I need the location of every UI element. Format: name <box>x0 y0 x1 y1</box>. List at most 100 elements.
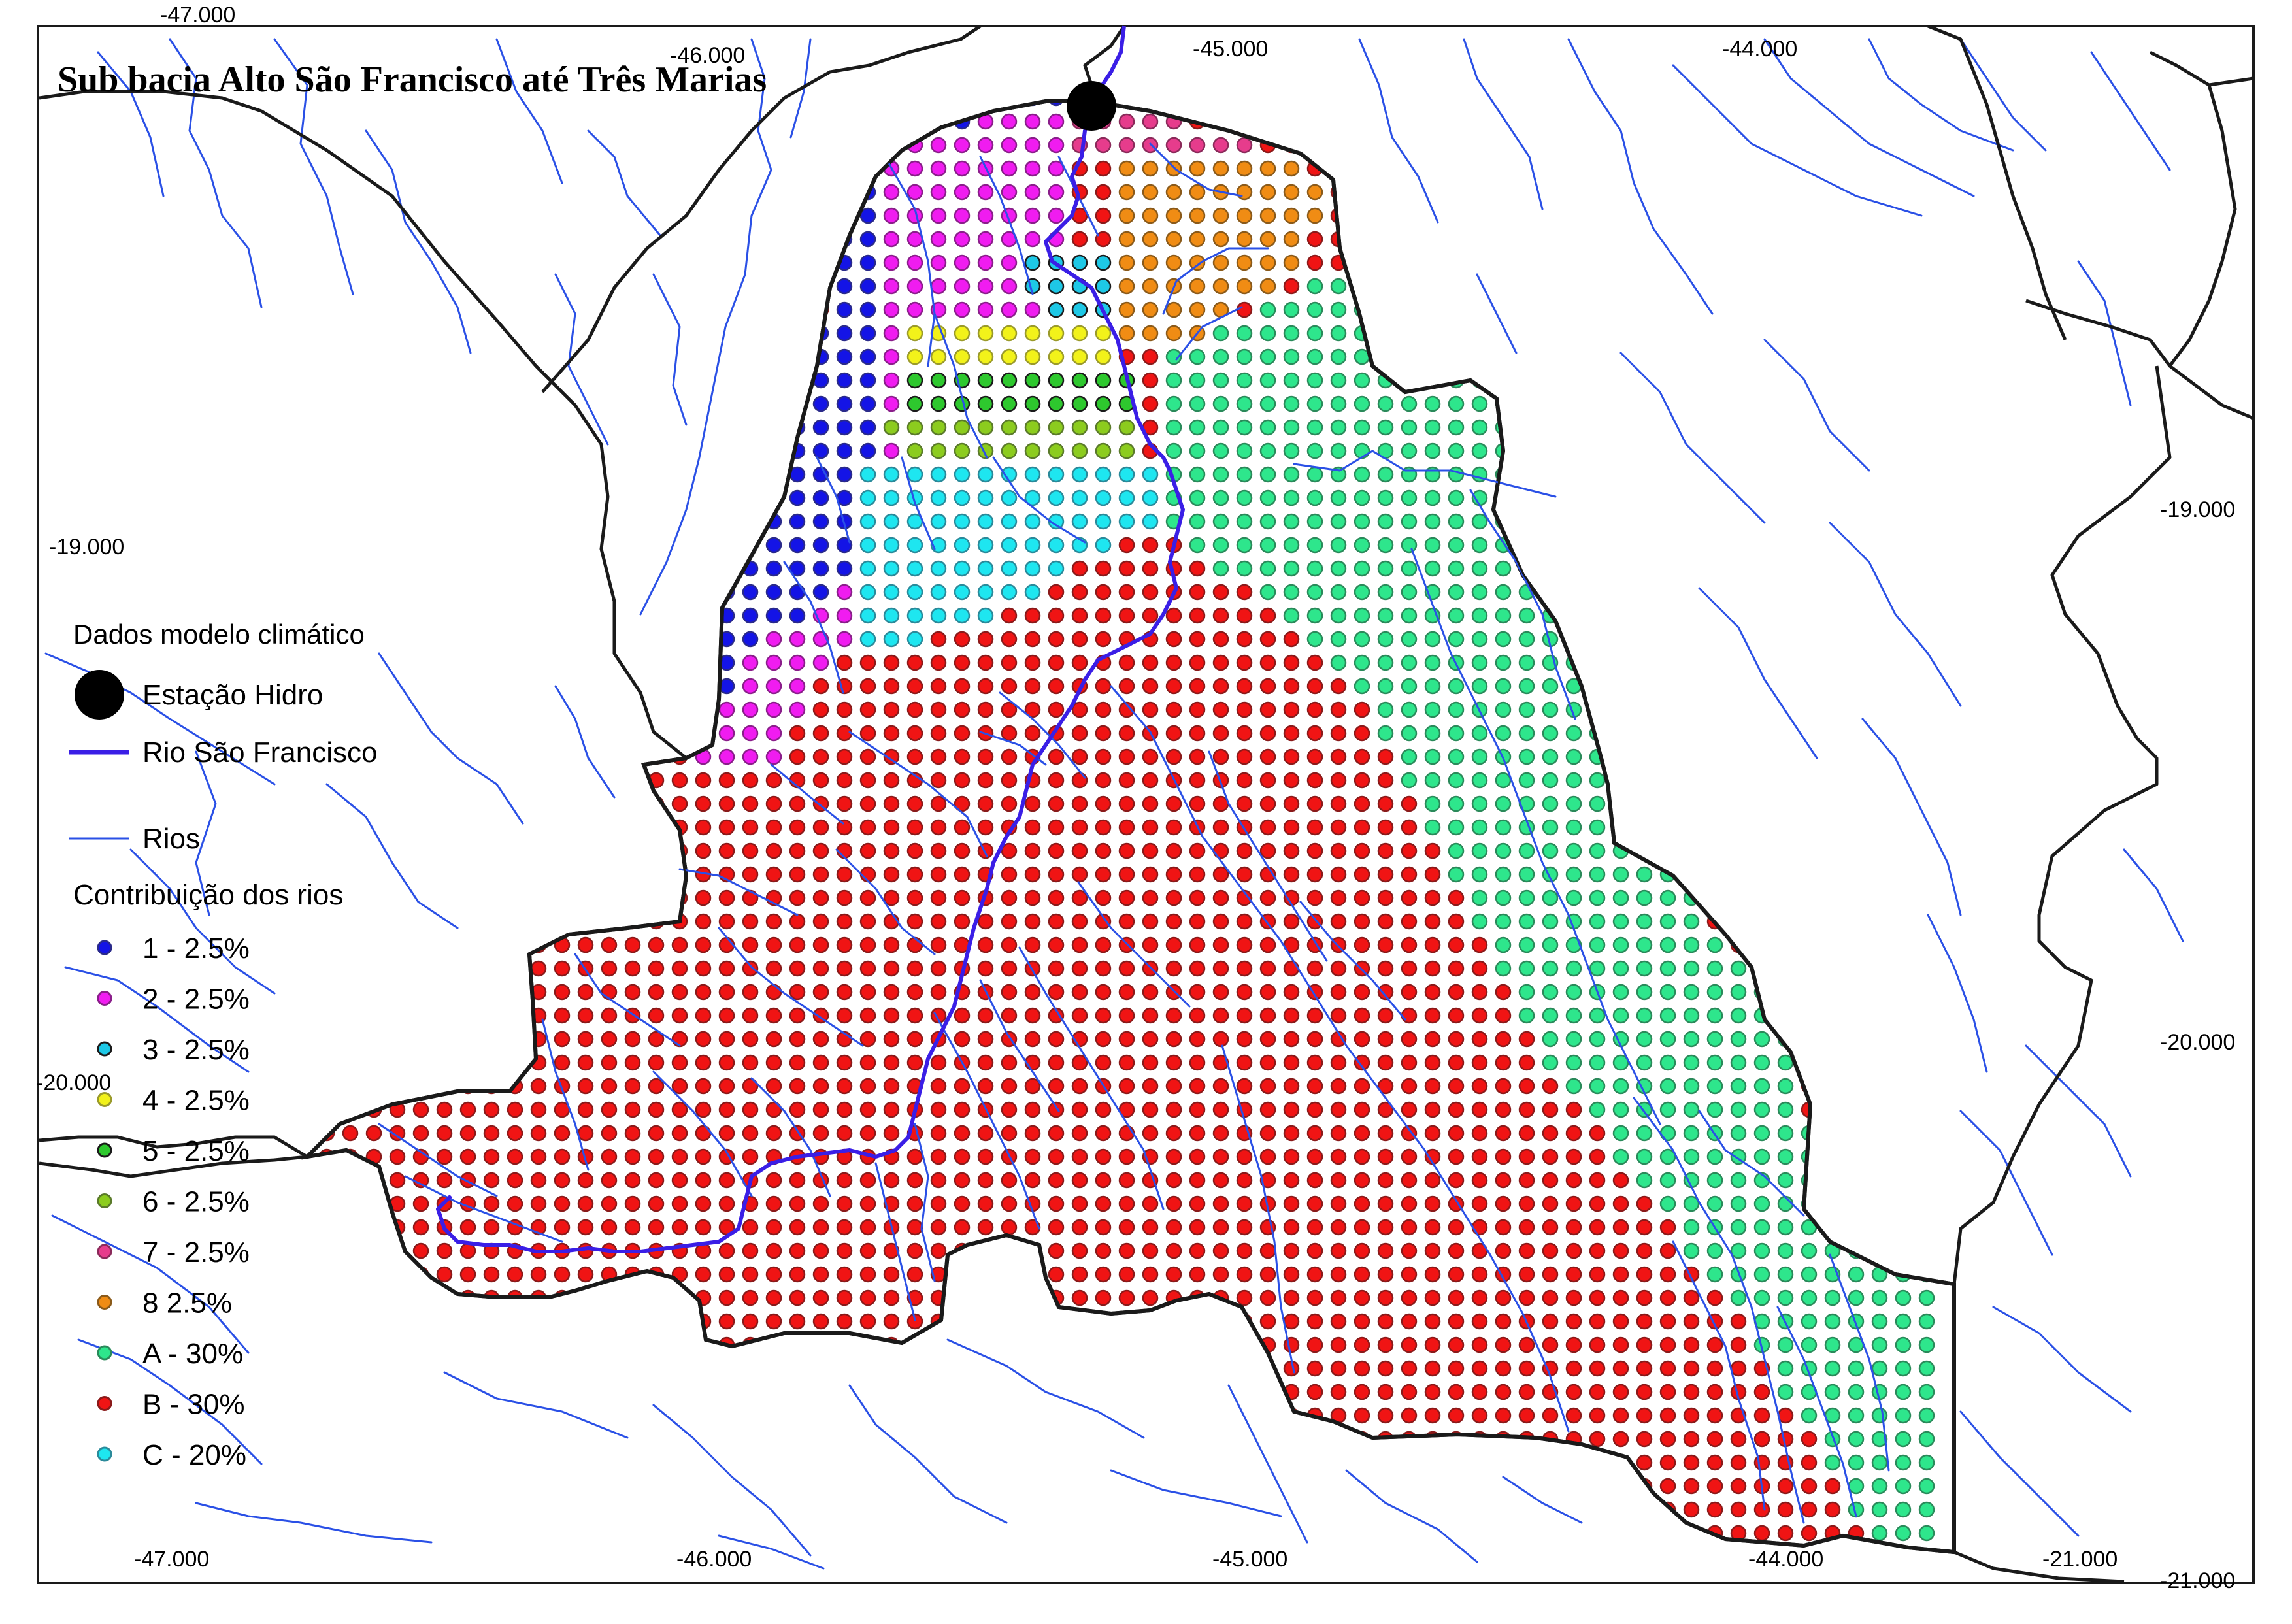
grid-point <box>1518 984 1535 1001</box>
grid-point <box>1330 537 1347 554</box>
grid-point <box>1330 889 1347 906</box>
grid-point <box>859 842 876 859</box>
grid-point <box>1212 913 1229 930</box>
grid-point <box>906 1195 923 1212</box>
grid-point <box>1071 372 1088 389</box>
grid-point <box>1071 842 1088 859</box>
grid-point <box>671 960 688 977</box>
grid-point <box>1706 1195 1723 1212</box>
grid-point <box>1871 1289 1888 1306</box>
grid-point <box>1189 489 1206 506</box>
grid-point <box>1071 466 1088 483</box>
grid-point <box>789 1313 806 1330</box>
grid-point <box>718 1242 735 1259</box>
grid-point <box>883 372 900 389</box>
grid-point <box>1330 348 1347 365</box>
grid-point <box>718 1101 735 1118</box>
grid-point <box>1518 1384 1535 1400</box>
grid-point <box>1283 207 1300 224</box>
grid-point <box>1424 1384 1441 1400</box>
grid-point <box>1377 1101 1394 1118</box>
grid-point <box>1212 1101 1229 1118</box>
grid-point <box>1142 701 1159 718</box>
grid-point <box>1330 725 1347 742</box>
grid-point <box>1048 560 1065 577</box>
grid-point <box>1612 1431 1629 1448</box>
grid-point <box>1189 984 1206 1001</box>
grid-point <box>1448 466 1465 483</box>
grid-point <box>930 1125 947 1142</box>
grid-point <box>1730 1289 1747 1306</box>
grid-point <box>1636 1242 1653 1259</box>
grid-point <box>812 1219 829 1236</box>
grid-point <box>1589 1054 1606 1071</box>
grid-point <box>1001 560 1018 577</box>
grid-point <box>1142 160 1159 177</box>
grid-point <box>1048 1125 1065 1142</box>
grid-point <box>930 772 947 789</box>
grid-point <box>1306 1078 1323 1095</box>
grid-point <box>1401 1313 1418 1330</box>
grid-point <box>1801 1289 1818 1306</box>
grid-point <box>1330 325 1347 342</box>
grid-point <box>789 560 806 577</box>
grid-point <box>1518 1078 1535 1095</box>
grid-point <box>1706 1336 1723 1353</box>
grid-point <box>954 301 971 318</box>
grid-point <box>1471 1336 1488 1353</box>
grid-point <box>554 960 571 977</box>
grid-point <box>977 701 994 718</box>
grid-point <box>1236 678 1253 695</box>
grid-point <box>1448 678 1465 695</box>
right-coord-3: -21.000 <box>2160 1568 2235 1593</box>
grid-point <box>859 301 876 318</box>
grid-point <box>812 889 829 906</box>
grid-point <box>1330 1242 1347 1259</box>
grid-point <box>1706 1454 1723 1471</box>
grid-point <box>1330 419 1347 436</box>
grid-point <box>1354 701 1370 718</box>
grid-point <box>930 1195 947 1212</box>
grid-point <box>1071 607 1088 624</box>
grid-point <box>789 701 806 718</box>
grid-point <box>859 1242 876 1259</box>
grid-point <box>1871 1360 1888 1377</box>
grid-point <box>1471 725 1488 742</box>
grid-point <box>954 1031 971 1048</box>
grid-point <box>1071 913 1088 930</box>
grid-point <box>695 1078 712 1095</box>
grid-point <box>1589 866 1606 883</box>
grid-point <box>1330 489 1347 506</box>
grid-point <box>1659 1454 1676 1471</box>
grid-point <box>789 678 806 695</box>
grid-point <box>1471 1360 1488 1377</box>
grid-point <box>1189 631 1206 648</box>
grid-point <box>742 1219 759 1236</box>
grid-point <box>1142 254 1159 271</box>
grid-point <box>789 1101 806 1118</box>
grid-point <box>1918 1525 1935 1542</box>
grid-point <box>1118 584 1135 601</box>
grid-point <box>1542 913 1559 930</box>
grid-point <box>1801 1266 1818 1283</box>
grid-point <box>883 184 900 201</box>
grid-point <box>906 913 923 930</box>
grid-point <box>789 913 806 930</box>
grid-point <box>1048 654 1065 671</box>
grid-point <box>1024 1101 1041 1118</box>
grid-point <box>906 160 923 177</box>
grid-point <box>906 278 923 295</box>
grid-point <box>930 654 947 671</box>
grid-point <box>1189 348 1206 365</box>
grid-point <box>1448 889 1465 906</box>
grid-point <box>1471 1384 1488 1400</box>
grid-point <box>1306 748 1323 765</box>
grid-point <box>1048 160 1065 177</box>
grid-point <box>1048 301 1065 318</box>
grid-point <box>624 1101 641 1118</box>
grid-point <box>1448 1360 1465 1377</box>
grid-point <box>859 466 876 483</box>
grid-point <box>1330 466 1347 483</box>
legend-label-10: B - 30% <box>142 1389 245 1421</box>
grid-point <box>1518 654 1535 671</box>
